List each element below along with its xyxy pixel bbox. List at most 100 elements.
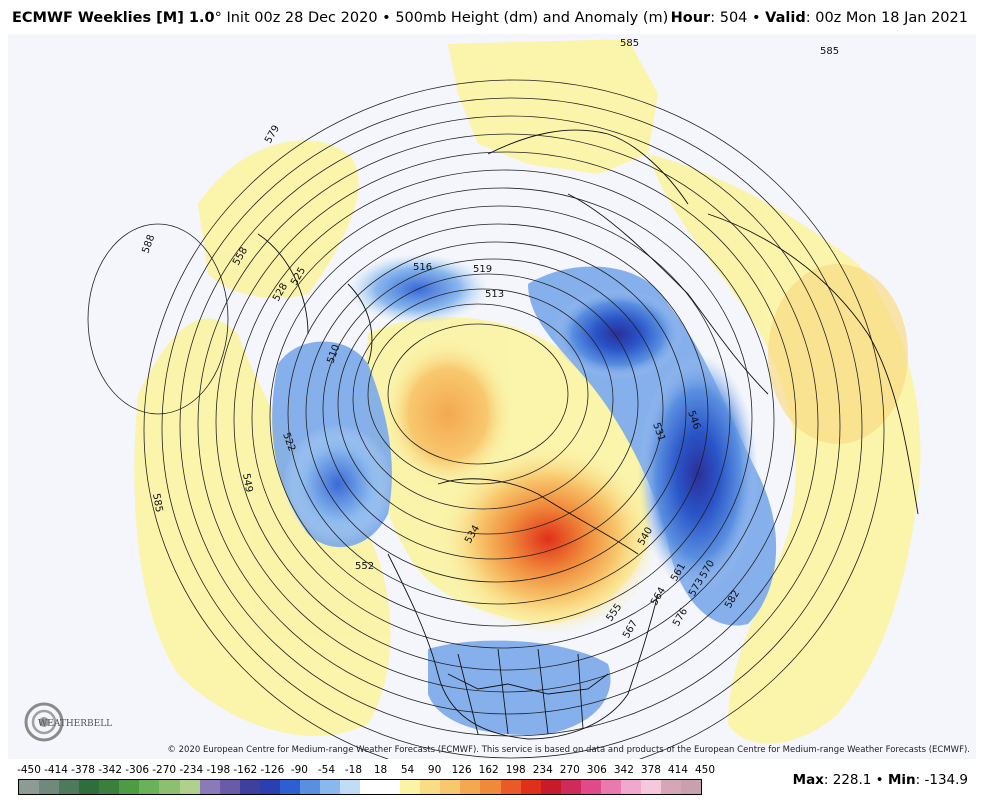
- colorbar-swatch: [661, 780, 682, 794]
- min-label: Min: [887, 772, 916, 788]
- colorbar-tick-label: 54: [400, 764, 415, 776]
- contour-label: 585: [620, 38, 639, 49]
- colorbar-swatch: [360, 780, 381, 794]
- height-contours: [87, 79, 885, 759]
- cold-anomaly-us: [428, 640, 611, 735]
- colorbar-swatch: [239, 780, 260, 794]
- coastlines: [257, 129, 919, 740]
- colorbar-tick-label: 378: [640, 764, 661, 776]
- colorbar-swatch: [199, 780, 220, 794]
- colorbar-tick-label: 162: [478, 764, 499, 776]
- contour-label: 588: [140, 233, 157, 255]
- colorbar-tick-label: -162: [233, 764, 258, 776]
- colorbar-swatch: [480, 780, 501, 794]
- contour-label: 516: [413, 262, 432, 273]
- colorbar-tick-label: 342: [613, 764, 634, 776]
- colorbar: [18, 779, 702, 795]
- colorbar-swatch: [119, 780, 140, 794]
- contour-label: 579: [263, 123, 282, 145]
- map-canvas: 585 585 588 579 558 528 525 516 519 513 …: [87, 38, 921, 759]
- min-value: : -134.9: [915, 772, 968, 788]
- max-label: Max: [792, 772, 824, 788]
- colorbar-swatch: [540, 780, 561, 794]
- hour-label: Hour: [670, 10, 711, 26]
- colorbar-swatch: [139, 780, 160, 794]
- colorbar-swatch: [79, 780, 100, 794]
- swirl-icon: WEATHERBELL: [24, 702, 112, 742]
- product-name: ECMWF Weeklies [M] 1.0: [12, 10, 215, 26]
- header-bar: ECMWF Weeklies [M] 1.0° Init 00z 28 Dec …: [0, 0, 984, 34]
- colorbar-tick-label: -198: [206, 764, 231, 776]
- colorbar-tick-label: 198: [505, 764, 526, 776]
- chart-title: ECMWF Weeklies [M] 1.0° Init 00z 28 Dec …: [12, 10, 668, 26]
- colorbar-swatch: [99, 780, 120, 794]
- colorbar-tick-label: -414: [44, 764, 68, 776]
- init-info: Init 00z 28 Dec 2020 • 500mb Height (dm)…: [221, 10, 669, 26]
- cold-anomaly-europe-core: [553, 289, 683, 379]
- colorbar-swatch: [681, 780, 702, 794]
- colorbar-tick-label: 450: [694, 764, 716, 776]
- max-value: : 228.1 •: [823, 772, 888, 788]
- colorbar-tick-label: 18: [373, 764, 388, 776]
- colorbar-swatch: [600, 780, 621, 794]
- colorbar-tick-label: -450: [17, 764, 41, 776]
- colorbar-swatch: [620, 780, 641, 794]
- cold-anomaly-pacific-core: [283, 424, 393, 544]
- contour-label: 552: [355, 561, 374, 572]
- hour-value: : 504 •: [710, 10, 766, 26]
- colorbar-swatch: [179, 780, 200, 794]
- warm-anomaly-secondary: [383, 339, 513, 489]
- colorbar-tick-label: 234: [532, 764, 553, 776]
- contour-label: 513: [485, 289, 504, 300]
- contour-label: 585: [150, 493, 164, 514]
- logo-text: WEATHERBELL: [38, 719, 112, 729]
- colorbar-swatch: [420, 780, 441, 794]
- colorbar-swatch: [159, 780, 180, 794]
- polar-map[interactable]: 585 585 588 579 558 528 525 516 519 513 …: [8, 34, 976, 759]
- colorbar-swatch: [460, 780, 481, 794]
- colorbar-swatch: [440, 780, 461, 794]
- contour-label: 564: [649, 585, 668, 607]
- weatherbell-logo: WEATHERBELL: [22, 700, 112, 748]
- colorbar-tick-label: -18: [344, 764, 363, 776]
- colorbar-swatch: [580, 780, 601, 794]
- contour-label: 585: [820, 46, 839, 57]
- colorbar-swatch: [640, 780, 661, 794]
- warm-anomaly-core: [438, 444, 658, 634]
- contour-label: 519: [473, 264, 492, 275]
- valid-value: : 00z Mon 18 Jan 2021: [805, 10, 968, 26]
- colorbar-swatch: [520, 780, 541, 794]
- colorbar-tick-label: -234: [179, 764, 204, 776]
- valid-time: Hour: 504 • Valid: 00z Mon 18 Jan 2021: [671, 10, 968, 26]
- colorbar-tick-label: -90: [290, 764, 308, 776]
- colorbar-swatch: [400, 780, 421, 794]
- colorbar-swatch: [380, 780, 401, 794]
- colorbar-swatch: [319, 780, 340, 794]
- colorbar-swatch: [19, 780, 40, 794]
- colorbar-tick-label: 270: [559, 764, 580, 776]
- colorbar-swatch: [59, 780, 80, 794]
- colorbar-swatch: [279, 780, 300, 794]
- colorbar-swatch: [340, 780, 361, 794]
- colorbar-swatch: [39, 780, 60, 794]
- valid-label: Valid: [765, 10, 806, 26]
- warm-anomaly-east: [768, 264, 908, 444]
- colorbar-swatch: [219, 780, 240, 794]
- copyright-notice: © 2020 European Centre for Medium-range …: [167, 745, 970, 755]
- colorbar-tick-label: 90: [427, 764, 442, 776]
- colorbar-tick-label: 414: [667, 764, 688, 776]
- contour-label: 576: [671, 606, 690, 628]
- colorbar-swatch: [299, 780, 320, 794]
- colorbar-swatch: [560, 780, 581, 794]
- contour-label: 549: [240, 473, 254, 494]
- max-min-readout: Max: 228.1 • Min: -134.9: [793, 772, 968, 788]
- colorbar-tick-label: -54: [317, 764, 336, 776]
- colorbar-tick-label: -270: [152, 764, 177, 776]
- colorbar-tick-label: -306: [125, 764, 150, 776]
- colorbar-tick-label: -342: [98, 764, 123, 776]
- colorbar-tick-label: 126: [451, 764, 472, 776]
- cold-anomaly-atlantic-core: [638, 354, 758, 594]
- colorbar-swatch: [259, 780, 280, 794]
- colorbar-tick-labels: -450 -414 -378 -342 -306 -270 -234 -198 -162 -126…: [14, 764, 715, 778]
- colorbar-tick-label: 306: [586, 764, 607, 776]
